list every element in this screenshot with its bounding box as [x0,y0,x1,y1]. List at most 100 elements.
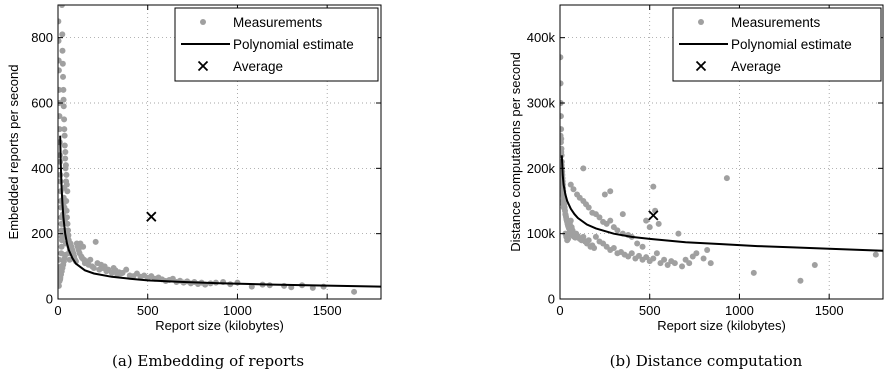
measurement-point [723,175,730,182]
y-tick-label: 200k [527,161,556,176]
x-tick-label: 0 [54,303,61,318]
legend-label: Average [731,59,781,74]
measurement-point [560,113,564,120]
measurement-point [59,47,66,54]
measurement-point [61,126,68,133]
measurement-point [560,132,564,139]
measurement-point [750,269,757,276]
measurement-point [700,255,707,262]
subfigure-caption: (b) Distance computation [610,352,803,370]
measurement-point [90,264,97,271]
measurement-point [585,204,592,211]
y-tick-label: 100k [527,226,556,241]
legend-measurement-swatch [698,19,704,25]
measurement-point [60,103,67,110]
measurement-point [62,162,69,169]
legend-average-swatch [695,60,707,72]
measurement-point [80,243,87,250]
legend-label: Polynomial estimate [233,37,354,52]
measurement-point [60,73,67,80]
y-axis-label: Distance computations per second [508,52,523,251]
measurement-point [704,247,711,253]
measurement-point [643,254,650,261]
measurement-point [63,207,70,214]
y-tick-label: 200 [31,226,53,241]
y-tick-label: 0 [548,292,555,307]
x-axis-label: Report size (kilobytes) [155,318,284,333]
legend-label: Measurements [731,15,821,30]
y-tick-label: 300k [527,96,556,111]
panel-distance-computation: 0 500 1000 1500 0 100k 200k 300k 400k Report size… [508,4,884,370]
measurement-point [123,266,130,273]
measurement-point [565,231,572,238]
x-tick-label: 0 [556,303,563,318]
measurement-point [607,188,614,195]
x-tick-label: 1500 [313,303,342,318]
measurement-point [607,217,614,224]
measurement-point [567,217,574,224]
x-axis-label: Report size (kilobytes) [657,318,786,333]
measurement-point [635,252,642,259]
measurement-point [58,37,62,44]
y-axis-label: Embedded reports per second [6,65,21,240]
measurement-point [693,250,700,257]
measurement-point [309,284,316,291]
x-tick-label: 500 [137,303,159,318]
measurement-point [63,214,70,221]
legend-label: Polynomial estimate [731,37,852,52]
y-tick-label: 400k [527,30,556,45]
measurement-point [591,245,598,252]
measurement-point [60,96,67,103]
measurement-point [596,214,603,221]
y-tick-label: 800 [31,30,53,45]
legend: Measurements Polynomial estimate Average [174,7,379,82]
measurement-point [62,155,69,162]
measurement-point [614,227,621,234]
y-tick-label: 0 [46,292,53,307]
measurement-point [610,245,617,252]
average-marker [146,211,157,222]
measurement-point [661,256,668,263]
measurement-point [567,181,574,188]
polynomial-estimate-line [59,135,381,288]
measurement-point [675,230,682,237]
subfigure-caption: (a) Embedding of reports [112,352,304,370]
measurement-point [619,211,626,218]
measurement-point [560,54,564,61]
measurement-point [58,67,62,74]
measurement-point [634,240,641,247]
measurement-point [560,149,565,155]
measurement-point [592,233,599,240]
measurement-point [650,255,657,262]
measurement-point [664,262,671,269]
measurement-point [797,277,804,284]
measurement-point [601,191,608,198]
panel-embedding-reports: 0 500 1000 1500 0 200 400 600 800 Report size (ki… [6,4,382,370]
measurement-point [87,256,94,263]
measurement-point [585,237,592,244]
measurement-point [61,132,68,139]
average-marker [648,210,659,221]
measurement-point [646,224,653,231]
measurement-point [560,80,564,87]
measurement-point [570,186,577,193]
y-tick-label: 600 [31,96,53,111]
x-tick-label: 1000 [223,303,252,318]
x-tick-label: 1500 [815,303,844,318]
measurement-point [580,165,587,172]
measurement-point [61,142,68,149]
measurement-point [872,251,879,258]
measurement-point [66,256,73,263]
legend-label: Average [233,59,283,74]
measurement-point [650,183,657,190]
measurement-point [63,171,70,178]
axes-frame [57,4,382,300]
measurement-point [65,227,72,234]
x-tick-label: 500 [639,303,661,318]
y-tick-label: 400 [31,161,53,176]
measurement-point [560,139,564,146]
measurement-point [580,233,587,240]
measurement-point [628,250,635,257]
plot-area [560,54,883,284]
